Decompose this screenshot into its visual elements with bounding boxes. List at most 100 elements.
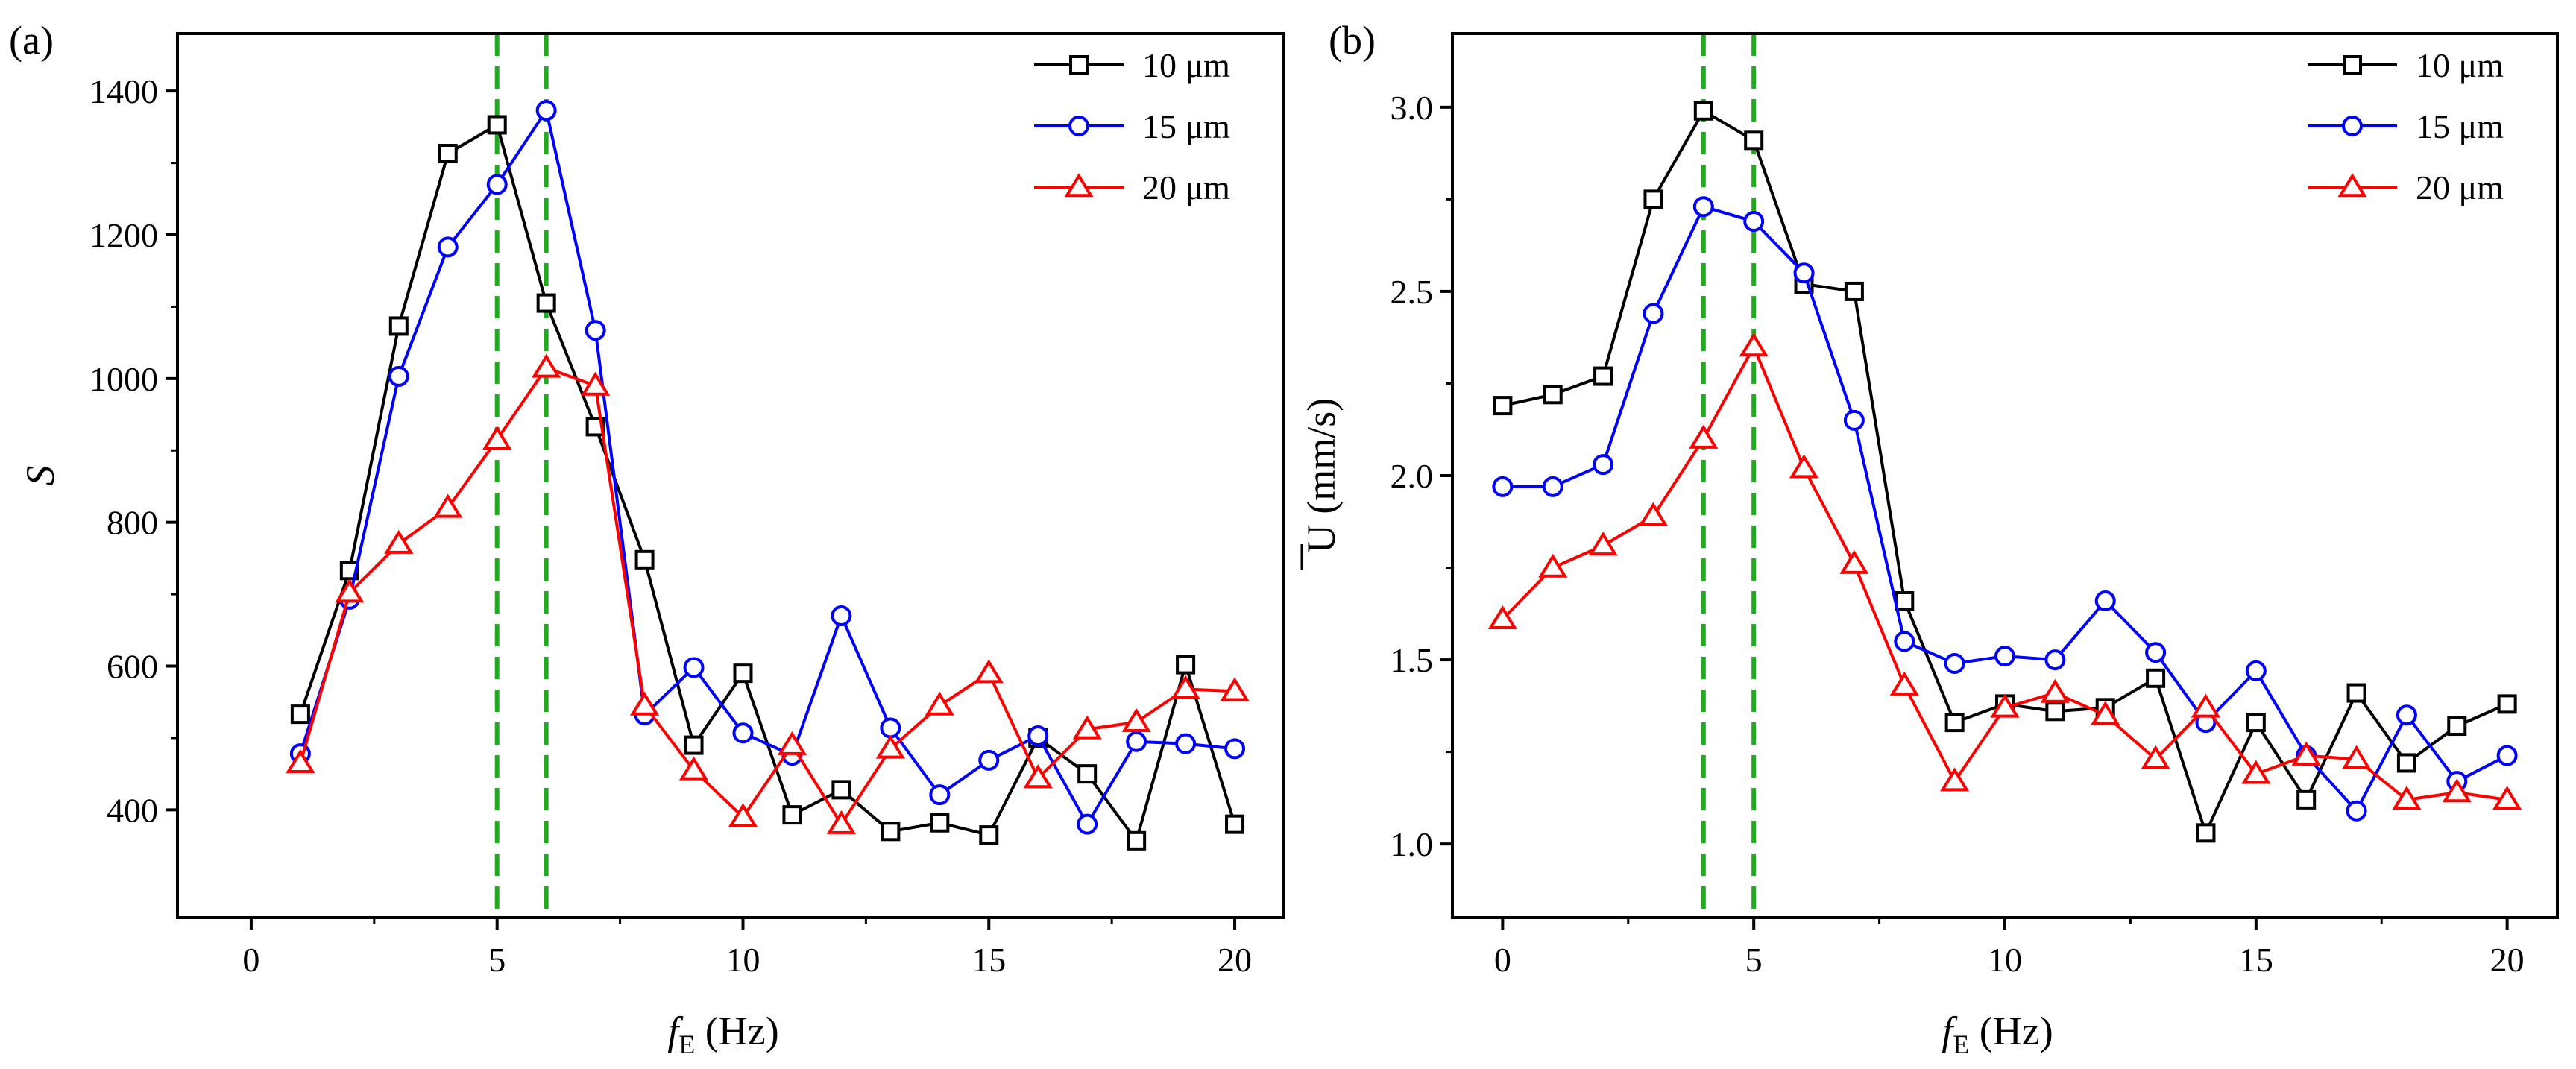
panel-a-data-point-20-m-5 [532,353,561,378]
panel-a-data-point-10-m-5 [536,293,556,313]
panel-a-data-point-15-m-18 [1175,733,1197,754]
panel-b-data-point-20-m-10 [1990,693,2020,718]
panel-b-data-point-20-m-6 [1789,454,1819,479]
panel-b-data-point-20-m-18 [2392,786,2422,810]
panel-b-data-point-10-m-14 [2196,823,2216,843]
panel-b-data-point-10-m-1 [1543,385,1563,405]
panel-a-data-point-15-m-9 [732,722,754,744]
panel-b-data-point-20-m-7 [1839,549,1869,574]
panel-b-data-point-20-m-1 [1538,553,1568,578]
panel-b-data-point-15-m-3 [1643,303,1664,324]
panel-a-data-point-10-m-18 [1176,655,1196,675]
panel-b-data-point-15-m-18 [2396,704,2417,726]
panel-b-chart: 0 5 10 15 20 1.0 1.5 2.0 2.5 3.0 fE (Hz) U (mm/s) (b… [1299,18,2559,1059]
panel-b-data-point-10-m-15 [2246,713,2266,733]
panel-a-data-point-20-m-16 [1072,715,1102,740]
panel-b-series-15-m [1492,196,2518,822]
panel-a-data-point-20-m-9 [728,803,758,827]
panel-b-y-axis-label: U (mm/s) [1299,398,1344,554]
panel-b-legend-label-10-m: 10 μm [2416,46,2504,84]
panel-b-x-tick-label-2: 10 [1988,941,2022,979]
panel-a-data-point-20-m-4 [482,425,512,450]
panel-b-data-point-20-m-14 [2191,693,2221,718]
panel-a-data-point-10-m-6 [585,417,605,437]
panel-a-legend-marker-15-m [1068,116,1089,136]
panel-a-data-point-10-m-16 [1077,764,1098,784]
panel-b-data-point-15-m-13 [2145,642,2167,663]
panel-a-data-point-20-m-17 [1121,707,1151,732]
panel-a-data-point-20-m-11 [826,810,857,834]
panel-a-data-point-15-m-15 [1027,725,1049,747]
panel-a-data-point-15-m-11 [831,605,852,627]
panel-b-data-point-20-m-19 [2442,778,2472,803]
panel-a-data-point-15-m-12 [880,717,901,739]
panel-b-data-point-20-m-20 [2492,786,2522,810]
panel-b-data-point-10-m-2 [1593,366,1613,386]
panel-b-panel-label: (b) [1329,18,1376,63]
panel-a-data-point-15-m-8 [683,657,705,678]
panel-b-data-point-15-m-12 [2094,590,2116,612]
panel-b-data-point-10-m-20 [2497,694,2517,714]
panel-b-legend-label-15-m: 15 μm [2416,107,2504,145]
panel-a-data-point-15-m-4 [486,174,508,195]
panel-a-x-axis-label: fE (Hz) [667,1009,778,1059]
panel-b-data-point-15-m-9 [1944,653,1965,675]
panel-a-data-point-20-m-1 [335,578,365,603]
panel-b-data-point-10-m-13 [2146,668,2166,688]
panel-a-data-point-15-m-13 [929,784,951,806]
panel-a-data-point-10-m-10 [782,805,802,825]
panel-b-x-tick-label-1: 5 [1745,941,1763,979]
panel-b-y-tick-label-1: 1.5 [1391,641,1434,679]
panel-b-data-point-15-m-20 [2496,745,2518,766]
panel-b-data-point-10-m-7 [1844,281,1864,301]
panel-b-data-point-15-m-8 [1894,631,1915,652]
panel-a-y-tick-label-4: 1200 [89,216,158,254]
panel-a-data-point-20-m-12 [875,734,905,759]
panel-a-data-point-20-m-13 [925,691,954,716]
panel-a-x-tick-label-3: 15 [971,941,1006,979]
panel-b-data-point-15-m-15 [2245,660,2267,681]
panel-a-data-point-20-m-19 [1220,677,1250,701]
panel-b-data-point-15-m-11 [2044,649,2066,671]
panel-a-legend-label-15-m: 15 μm [1142,107,1230,145]
panel-b-y-tick-label-3: 2.5 [1391,273,1434,311]
panel-b-data-point-20-m-4 [1689,424,1719,449]
panel-b-legend-marker-10-m [2343,55,2362,75]
panel-a-series-20-m [286,353,1250,834]
panel-b-legend-marker-20-m [2337,173,2367,198]
panel-a-legend-marker-10-m [1069,55,1089,75]
panel-b-series-20-m [1487,332,2522,810]
panel-a-series-15-m [289,100,1246,835]
panel-a-x-tick-label-2: 10 [725,941,760,979]
panel-b-data-point-10-m-3 [1643,189,1663,209]
panel-b-legend-marker-15-m [2342,116,2363,136]
panel-a-data-point-20-m-2 [384,529,414,554]
panel-b-series-line-20-m [1501,345,2507,801]
panel-b-data-point-20-m-15 [2241,760,2271,784]
panel-a-series-line-20-m [298,366,1235,826]
panel-a-y-tick-label-2: 800 [107,504,158,542]
panel-a-x-tick-label-1: 5 [488,941,506,979]
panel-a-data-point-20-m-7 [629,691,660,716]
panel-b-data-point-20-m-0 [1487,605,1517,629]
panel-a-data-point-10-m-17 [1127,830,1147,851]
panel-a-y-tick-label-0: 400 [107,791,158,829]
panel-b-data-point-10-m-9 [1944,713,1965,733]
panel-a-legend-label-10-m: 10 μm [1142,46,1230,84]
panel-a-legend-label-20-m: 20 μm [1142,168,1230,206]
panel-a-data-point-10-m-19 [1225,814,1245,834]
panel-a-data-point-15-m-19 [1224,738,1246,760]
panel-a-data-point-15-m-5 [535,100,557,122]
panel-b-legend: 10 μm 15 μm 20 μm [2308,46,2504,206]
panel-b-data-point-20-m-17 [2341,745,2372,769]
panel-b-data-point-10-m-11 [2045,701,2065,722]
panel-b-data-point-10-m-0 [1493,396,1513,416]
panel-a-data-point-15-m-6 [585,320,606,341]
panel-a-data-point-20-m-18 [1171,675,1200,699]
panel-a-data-point-20-m-15 [1023,764,1053,789]
panel-b-data-point-20-m-11 [2040,678,2070,703]
panel-a-data-point-20-m-3 [433,493,463,518]
panel-a-legend-marker-20-m [1064,173,1094,198]
panel-b-axes-frame [1451,32,2559,919]
